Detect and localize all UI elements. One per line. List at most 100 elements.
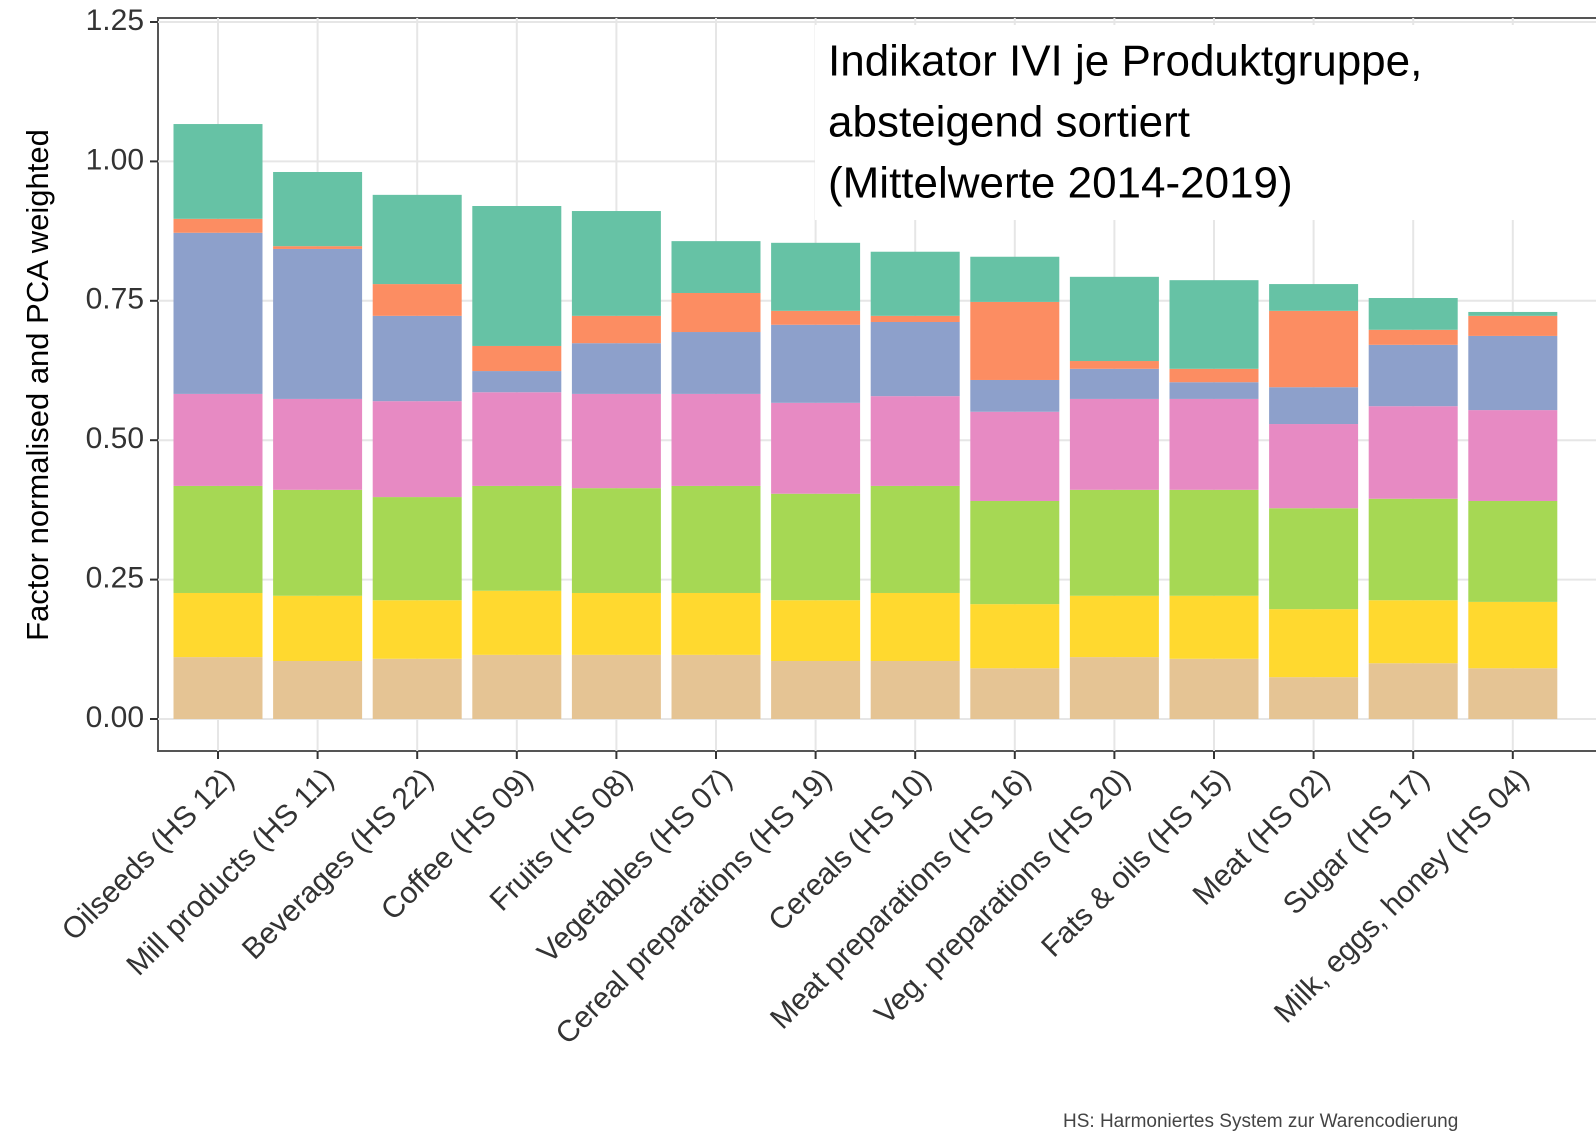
bar-segment [970,256,1060,302]
bar-segment [1069,595,1159,658]
bar-segment [1269,387,1359,425]
bar-segment [1368,329,1458,345]
bar-segment [472,206,562,346]
bar-segment [771,661,861,719]
bar-segment [472,590,562,655]
bar-segment [173,124,263,219]
bar-segment [870,251,960,316]
bar-segment [1368,344,1458,407]
bar-segment [273,246,363,249]
bar-segment [671,654,761,719]
bar-segment [372,497,462,601]
bar-segment [173,592,263,658]
bar-segment [1069,361,1159,369]
bar-segment [472,654,562,719]
bar-segment [671,332,761,394]
bar-segment [1269,508,1359,610]
bar-segment [671,592,761,655]
bar-segment [372,194,462,285]
bar-segment [173,393,263,486]
bar-segment [472,371,562,393]
bar-segment [1269,424,1359,509]
bar-segment [173,232,263,394]
bar-segment [571,393,661,489]
y-tick-label: 1.25 [86,4,144,37]
bar-segment [870,396,960,486]
bar-segment [1269,284,1359,311]
bar-segment [1468,601,1558,669]
bar-segment [1069,489,1159,596]
bar-segment [970,668,1060,719]
bar-segment [1468,315,1558,336]
bar-segment [671,292,761,333]
x-tick-label: Oilseeds (HS 12) [56,762,241,947]
bar-segment [1468,500,1558,602]
bar-segment [970,411,1060,501]
bar-segment [1069,398,1159,490]
bar-segment [970,379,1060,412]
bar-segment [1368,406,1458,499]
y-tick-label: 0.00 [86,701,144,734]
bar-segment [970,604,1060,669]
bar-segment [970,500,1060,605]
bar-segment [870,661,960,719]
title-box [815,25,1596,220]
bar-segment [870,321,960,397]
bar-segment [571,488,661,593]
chart-title: (Mittelwerte 2014-2019) [828,159,1293,208]
bar-segment [273,661,363,719]
y-tick-label: 0.25 [86,562,144,595]
bar-segment [671,393,761,486]
bar-segment [372,600,462,659]
bar-segment [571,315,661,344]
x-tick-label: Fats & oils (HS 15) [1035,762,1236,963]
bar-segment [771,402,861,494]
x-tick-label: Vegetables (HS 07) [531,762,738,969]
footnote: HS: Harmoniertes System zur Warencodieru… [1063,1111,1458,1132]
bar-segment [372,658,462,719]
bar-segment [1169,398,1259,490]
x-tick-label: Beverages (HS 22) [236,762,440,966]
bar-segment [870,592,960,662]
bar-segment [173,218,263,233]
bar-segment [372,284,462,316]
bar-segment [1368,298,1458,330]
bars [173,124,1558,719]
bar-segment [372,315,462,402]
bar-segment [571,592,661,655]
bar-segment [771,493,861,601]
bar-segment [1468,335,1558,411]
bar-segment [970,301,1060,380]
bar-segment [870,485,960,593]
bar-segment [1169,368,1259,383]
bar-segment [1269,677,1359,719]
bar-segment [1169,595,1259,659]
bar-segment [671,241,761,293]
bar-segment [571,654,661,719]
bar-segment [1468,311,1558,316]
bar-segment [1169,382,1259,399]
bar-segment [1269,310,1359,388]
bar-segment [870,315,960,322]
chart-title: absteigend sortiert [828,98,1190,147]
bar-segment [771,242,861,311]
bar-segment [472,485,562,591]
bar-segment [372,401,462,498]
chart-title: Indikator IVI je Produktgruppe, [828,37,1422,86]
bar-segment [1069,368,1159,399]
bar-segment [1468,410,1558,501]
y-tick-label: 0.75 [86,283,144,316]
bar-segment [273,595,363,662]
bar-segment [1069,657,1159,719]
bar-segment [771,324,861,403]
bar-segment [571,211,661,316]
y-tick-label: 1.00 [86,143,144,176]
bar-segment [671,485,761,593]
bar-segment [472,345,562,372]
bar-segment [1468,668,1558,719]
y-axis-label: Factor normalised and PCA weighted [20,129,55,641]
bar-segment [173,657,263,719]
bar-segment [1269,609,1359,678]
